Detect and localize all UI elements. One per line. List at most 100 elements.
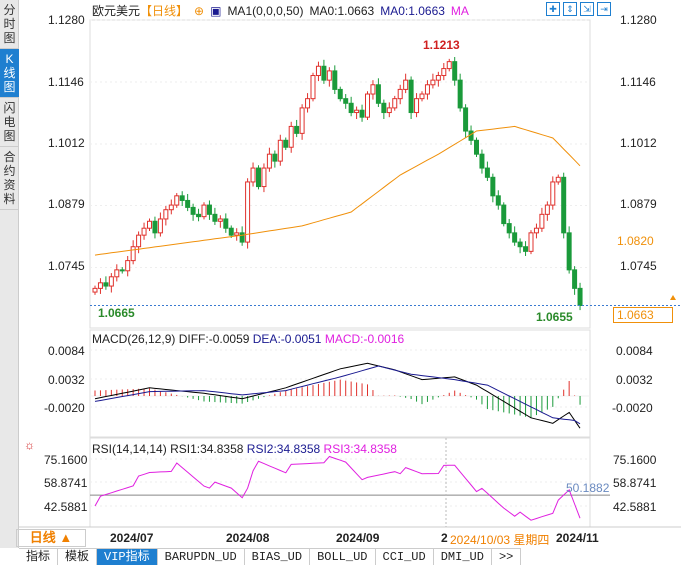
ma-label: MA	[450, 4, 469, 18]
tab-vip-indicator[interactable]: VIP指标	[97, 549, 158, 565]
candle-body	[370, 84, 376, 95]
crosshair-icon[interactable]: ⊕	[194, 4, 205, 18]
candle-body	[577, 287, 583, 306]
last-price-marker	[670, 295, 676, 300]
zoom-icon[interactable]: ✚	[546, 2, 560, 16]
candle-body	[305, 98, 311, 109]
ma-name: MA1(0,0,0,50)	[227, 4, 304, 18]
period-button[interactable]: 日线 ▲	[16, 529, 86, 547]
candle-body	[528, 232, 534, 252]
candle-body	[523, 246, 529, 252]
candle-body	[168, 204, 174, 211]
price-axis-right-2: 1.1012	[620, 136, 657, 150]
chart-canvas[interactable]	[0, 0, 681, 548]
candle-body	[501, 204, 507, 225]
candle-body	[239, 232, 245, 243]
candle-body	[474, 139, 479, 155]
candle-body	[457, 79, 463, 109]
candle-body	[419, 93, 425, 100]
rsi-ref-value: 50.1882	[566, 481, 610, 495]
candle-body	[294, 125, 300, 134]
candle-body	[365, 93, 370, 118]
candle-body	[484, 167, 490, 178]
candle-body	[310, 75, 316, 100]
candle-body	[315, 65, 321, 77]
macd-legend: MACD(26,12,9) DIFF:-0.0059 DEA:-0.0051 M…	[92, 332, 405, 346]
candle-body	[163, 209, 169, 220]
scale-icon[interactable]: ⇲	[580, 2, 594, 16]
candle-body	[463, 107, 469, 132]
candle-body	[125, 260, 131, 272]
fit-icon[interactable]: ⇕	[563, 2, 577, 16]
candle-body	[359, 109, 365, 118]
rsi-axis-left-2: 42.5881	[44, 500, 88, 514]
candle-body	[228, 227, 234, 236]
high-label: 1.1213	[423, 38, 460, 52]
pane-frame	[89, 19, 591, 329]
indicator-icon[interactable]: ▣	[210, 4, 222, 18]
candle-body	[446, 61, 452, 70]
dea-line	[94, 365, 581, 425]
price-axis-left-4: 1.0745	[48, 259, 85, 273]
tab-dmi[interactable]: DMI_UD	[434, 549, 492, 565]
tab-template[interactable]: 模板	[58, 549, 98, 565]
sidebar-tab-flash[interactable]: 闪电图	[0, 98, 19, 147]
candle-body	[490, 176, 496, 197]
candle-body	[136, 234, 142, 248]
tab-indicator[interactable]: 指标	[19, 549, 59, 565]
price-axis-left-0: 1.1280	[48, 13, 85, 27]
candle-body	[212, 213, 218, 222]
macd-axis-left-1: 0.0032	[48, 373, 85, 387]
candle-body	[157, 218, 163, 234]
candle-body	[408, 79, 414, 114]
symbol-name: 欧元美元	[92, 4, 141, 18]
candle-body	[277, 139, 283, 162]
tab-bias[interactable]: BIAS_UD	[245, 549, 311, 565]
price-axis-right-4: 1.0745	[620, 259, 657, 273]
sidebar-tab-contract[interactable]: 合约资料	[0, 147, 19, 210]
cursor-date: 2024/10/03 星期四	[450, 531, 550, 548]
tab-more[interactable]: >>	[492, 549, 522, 565]
candle-body	[283, 139, 289, 148]
candle-body	[517, 241, 523, 248]
settings-icon[interactable]: ☼	[24, 438, 35, 452]
candle-body	[354, 109, 360, 114]
x-label-2: 2024/09	[336, 531, 380, 545]
ma0-value-2: MA0:1.0663	[380, 4, 445, 18]
candle-body	[245, 181, 251, 243]
sidebar-tab-kline[interactable]: K线图	[0, 49, 19, 98]
macd-axis-left-2: -0.0020	[44, 401, 85, 415]
candle-body	[201, 204, 207, 218]
chart-header: 欧元美元【日线】 ⊕ ▣ MA1(0,0,0,50) MA0:1.0663 MA0:1.0…	[92, 2, 475, 19]
candle-body	[185, 199, 191, 208]
candle-body	[174, 195, 180, 206]
candle-body	[550, 181, 556, 206]
candle-body	[452, 61, 458, 81]
candle-body	[430, 79, 436, 86]
macd-axis-left-0: 0.0084	[48, 344, 85, 358]
candle-body	[261, 167, 267, 188]
goto-end-icon[interactable]: ⇥	[597, 2, 611, 16]
period-label: 【日线】	[140, 4, 189, 18]
candle-body	[272, 153, 278, 162]
price-axis-left-3: 1.0879	[48, 197, 85, 211]
candle-body	[375, 84, 381, 104]
candle-body	[392, 98, 398, 109]
rsi-legend: RSI(14,14,14) RSI1:34.8358 RSI2:34.8358 …	[92, 442, 397, 456]
candle-body	[223, 218, 229, 229]
candle-body	[381, 102, 387, 114]
candle-body	[495, 195, 501, 206]
candle-body	[108, 276, 114, 287]
low-label-right: 1.0655	[536, 310, 573, 324]
tab-cci[interactable]: CCI_UD	[376, 549, 434, 565]
sidebar: 分时图 K线图 闪电图 合约资料	[0, 0, 19, 548]
price-axis-right-1: 1.1146	[620, 75, 656, 89]
sidebar-tab-timeshare[interactable]: 分时图	[0, 0, 19, 49]
tab-barupdn[interactable]: BARUPDN_UD	[158, 549, 245, 565]
x-label-3: 2	[441, 531, 448, 545]
macd-axis-right-2: -0.0020	[612, 401, 653, 415]
candle-body	[343, 98, 349, 104]
candle-body	[544, 204, 550, 215]
price-axis-right-3: 1.0879	[620, 197, 657, 211]
tab-boll[interactable]: BOLL_UD	[310, 549, 376, 565]
